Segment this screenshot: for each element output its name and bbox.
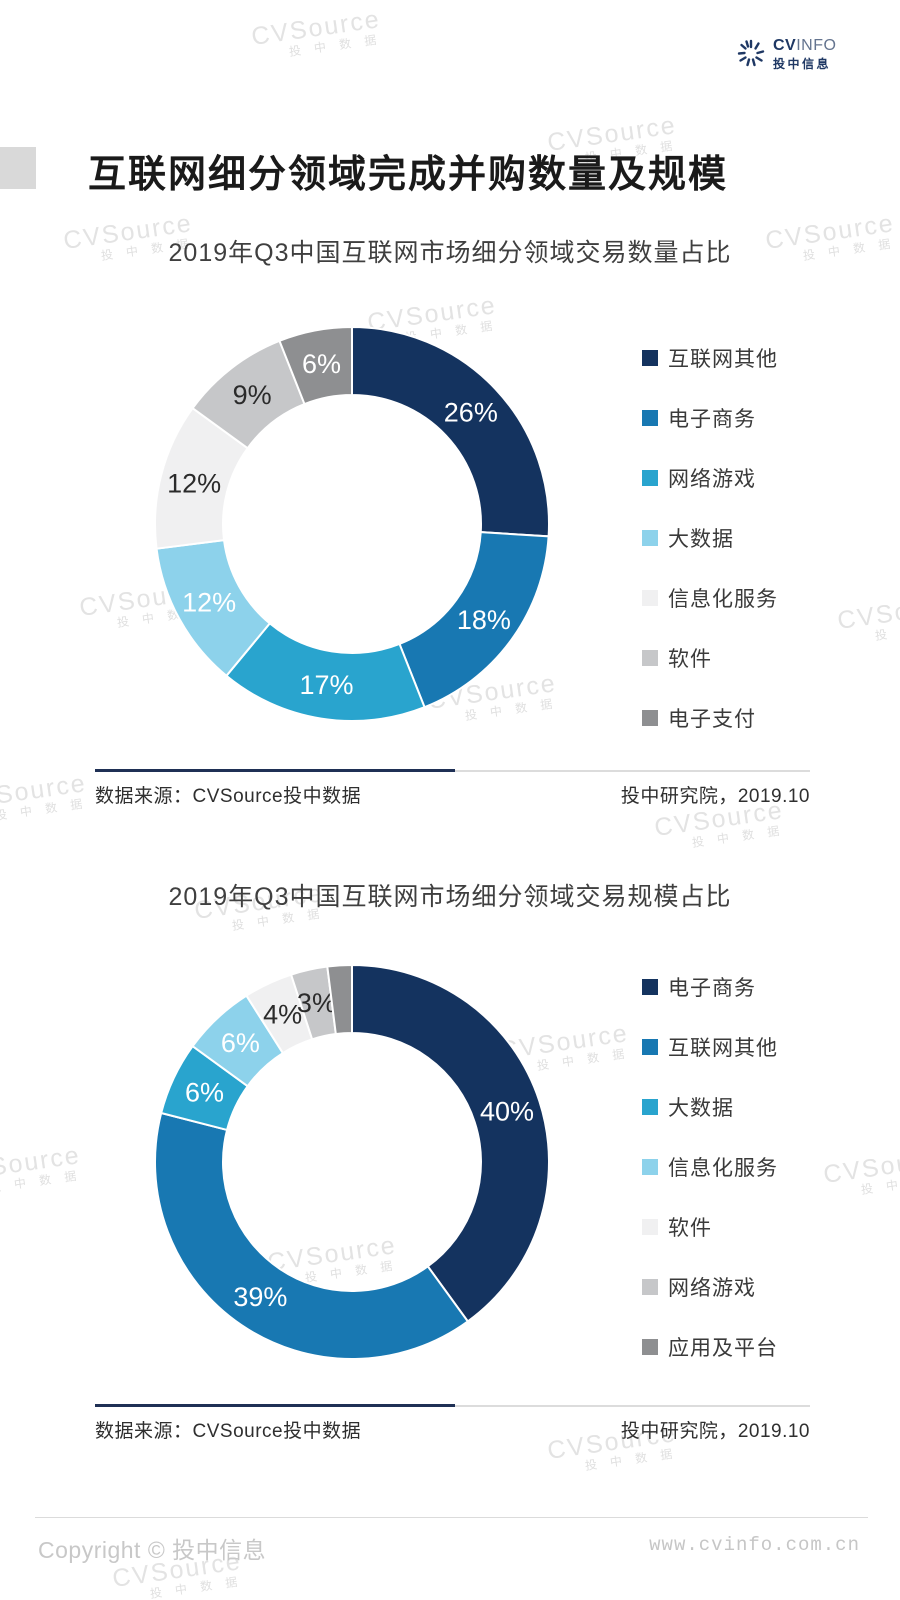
legend-swatch <box>642 1219 658 1235</box>
percent-label: 12% <box>167 468 221 498</box>
donut-segment-应用及平台 <box>326 963 353 1036</box>
legend-swatch <box>642 350 658 366</box>
logo-text: CVINFO 投中信息 <box>773 37 837 71</box>
divider-gray-segment <box>455 769 810 772</box>
legend-item-label: 信息化服务 <box>668 1157 778 1180</box>
page-title: 互联网细分领域完成并购数量及规模 <box>88 154 729 196</box>
chart-title-deal-count: 2019年Q3中国互联网市场细分领域交易数量占比 <box>168 239 732 267</box>
legend-item-label: 软件 <box>668 1217 712 1240</box>
logo-cv: CV <box>773 37 797 54</box>
legend-swatch <box>642 1279 658 1295</box>
logo-cn: 投中信息 <box>773 57 832 71</box>
legend-item-label: 大数据 <box>668 528 734 551</box>
legend-item: 软件 <box>642 647 872 671</box>
brand-logo: CVINFO 投中信息 <box>736 38 836 70</box>
legend-item-label: 网络游戏 <box>668 468 756 491</box>
donut-chart-deal-count: 26% 18% 17% 12% 12% 9% 6% <box>154 325 550 722</box>
legend-swatch <box>642 530 658 546</box>
divider-gray-segment <box>455 1404 810 1407</box>
donut-chart-deal-scale: 40%39%6%6%4%3% <box>154 963 550 1360</box>
percent-label: 6% <box>302 349 341 379</box>
legend-swatch <box>642 590 658 606</box>
legend-deal-scale: 电子商务互联网其他大数据信息化服务软件网络游戏应用及平台 <box>642 976 872 1396</box>
legend-item: 互联网其他 <box>642 347 872 371</box>
divider-navy-segment <box>95 1404 455 1407</box>
legend-item: 大数据 <box>642 527 872 551</box>
section-divider <box>95 1404 810 1407</box>
legend-item: 信息化服务 <box>642 1156 872 1180</box>
legend-item-label: 信息化服务 <box>668 588 778 611</box>
legend-item: 软件 <box>642 1216 872 1240</box>
source-row: 数据来源：CVSource投中数据 投中研究院，2019.10 <box>95 1416 810 1443</box>
donut-segment-互联网其他 <box>154 1111 470 1360</box>
section-divider <box>95 769 810 772</box>
legend-swatch <box>642 650 658 666</box>
donut-segment-互联网其他 <box>351 325 550 538</box>
legend-item-label: 互联网其他 <box>668 1037 778 1060</box>
percent-label: 12% <box>182 588 236 618</box>
legend-swatch <box>642 1159 658 1175</box>
research-credit-text: 投中研究院，2019.10 <box>620 786 810 807</box>
legend-swatch <box>642 1339 658 1355</box>
chart-title-deal-scale: 2019年Q3中国互联网市场细分领域交易规模占比 <box>168 883 732 911</box>
percent-label: 26% <box>444 397 498 427</box>
legend-item-label: 互联网其他 <box>668 348 778 371</box>
legend-deal-count: 互联网其他电子商务网络游戏大数据信息化服务软件电子支付 <box>642 347 872 767</box>
data-source-text: 数据来源：CVSource投中数据 <box>95 1421 362 1442</box>
legend-item-label: 软件 <box>668 648 712 671</box>
site-url: www.cvinfo.com.cn <box>649 1534 860 1556</box>
percent-label: 9% <box>233 380 272 410</box>
donut-segment-电子商务 <box>351 963 550 1323</box>
percent-label: 6% <box>185 1078 224 1108</box>
legend-item-label: 电子商务 <box>668 408 756 431</box>
legend-swatch <box>642 1039 658 1055</box>
percent-label: 6% <box>221 1028 260 1058</box>
footer-divider <box>35 1517 868 1518</box>
legend-item-label: 大数据 <box>668 1097 734 1120</box>
legend-swatch <box>642 410 658 426</box>
percent-label: 3% <box>297 988 336 1018</box>
legend-item: 网络游戏 <box>642 1276 872 1300</box>
legend-item: 应用及平台 <box>642 1336 872 1360</box>
legend-item-label: 应用及平台 <box>668 1337 778 1360</box>
divider-navy-segment <box>95 769 455 772</box>
logo-burst-icon <box>737 39 765 67</box>
logo-info: INFO <box>796 37 837 54</box>
percent-label: 39% <box>233 1282 287 1312</box>
legend-item: 电子支付 <box>642 707 872 731</box>
legend-swatch <box>642 710 658 726</box>
percent-label: 18% <box>457 605 511 635</box>
donut-segment-电子支付 <box>278 325 353 406</box>
legend-item-label: 网络游戏 <box>668 1277 756 1300</box>
legend-item: 网络游戏 <box>642 467 872 491</box>
legend-item-label: 电子商务 <box>668 977 756 1000</box>
percent-label: 17% <box>299 670 353 700</box>
legend-item-label: 电子支付 <box>668 708 756 731</box>
legend-swatch <box>642 1099 658 1115</box>
legend-item: 大数据 <box>642 1096 872 1120</box>
legend-item: 电子商务 <box>642 976 872 1000</box>
legend-swatch <box>642 979 658 995</box>
legend-item: 信息化服务 <box>642 587 872 611</box>
legend-item: 互联网其他 <box>642 1036 872 1060</box>
source-row: 数据来源：CVSource投中数据 投中研究院，2019.10 <box>95 781 810 808</box>
data-source-text: 数据来源：CVSource投中数据 <box>95 786 362 807</box>
copyright-text: Copyright © 投中信息 <box>38 1537 267 1563</box>
research-credit-text: 投中研究院，2019.10 <box>620 1421 810 1442</box>
percent-label: 40% <box>480 1097 534 1127</box>
legend-item: 电子商务 <box>642 407 872 431</box>
legend-swatch <box>642 470 658 486</box>
percent-label: 4% <box>263 1000 302 1030</box>
title-accent-bar <box>0 147 36 189</box>
